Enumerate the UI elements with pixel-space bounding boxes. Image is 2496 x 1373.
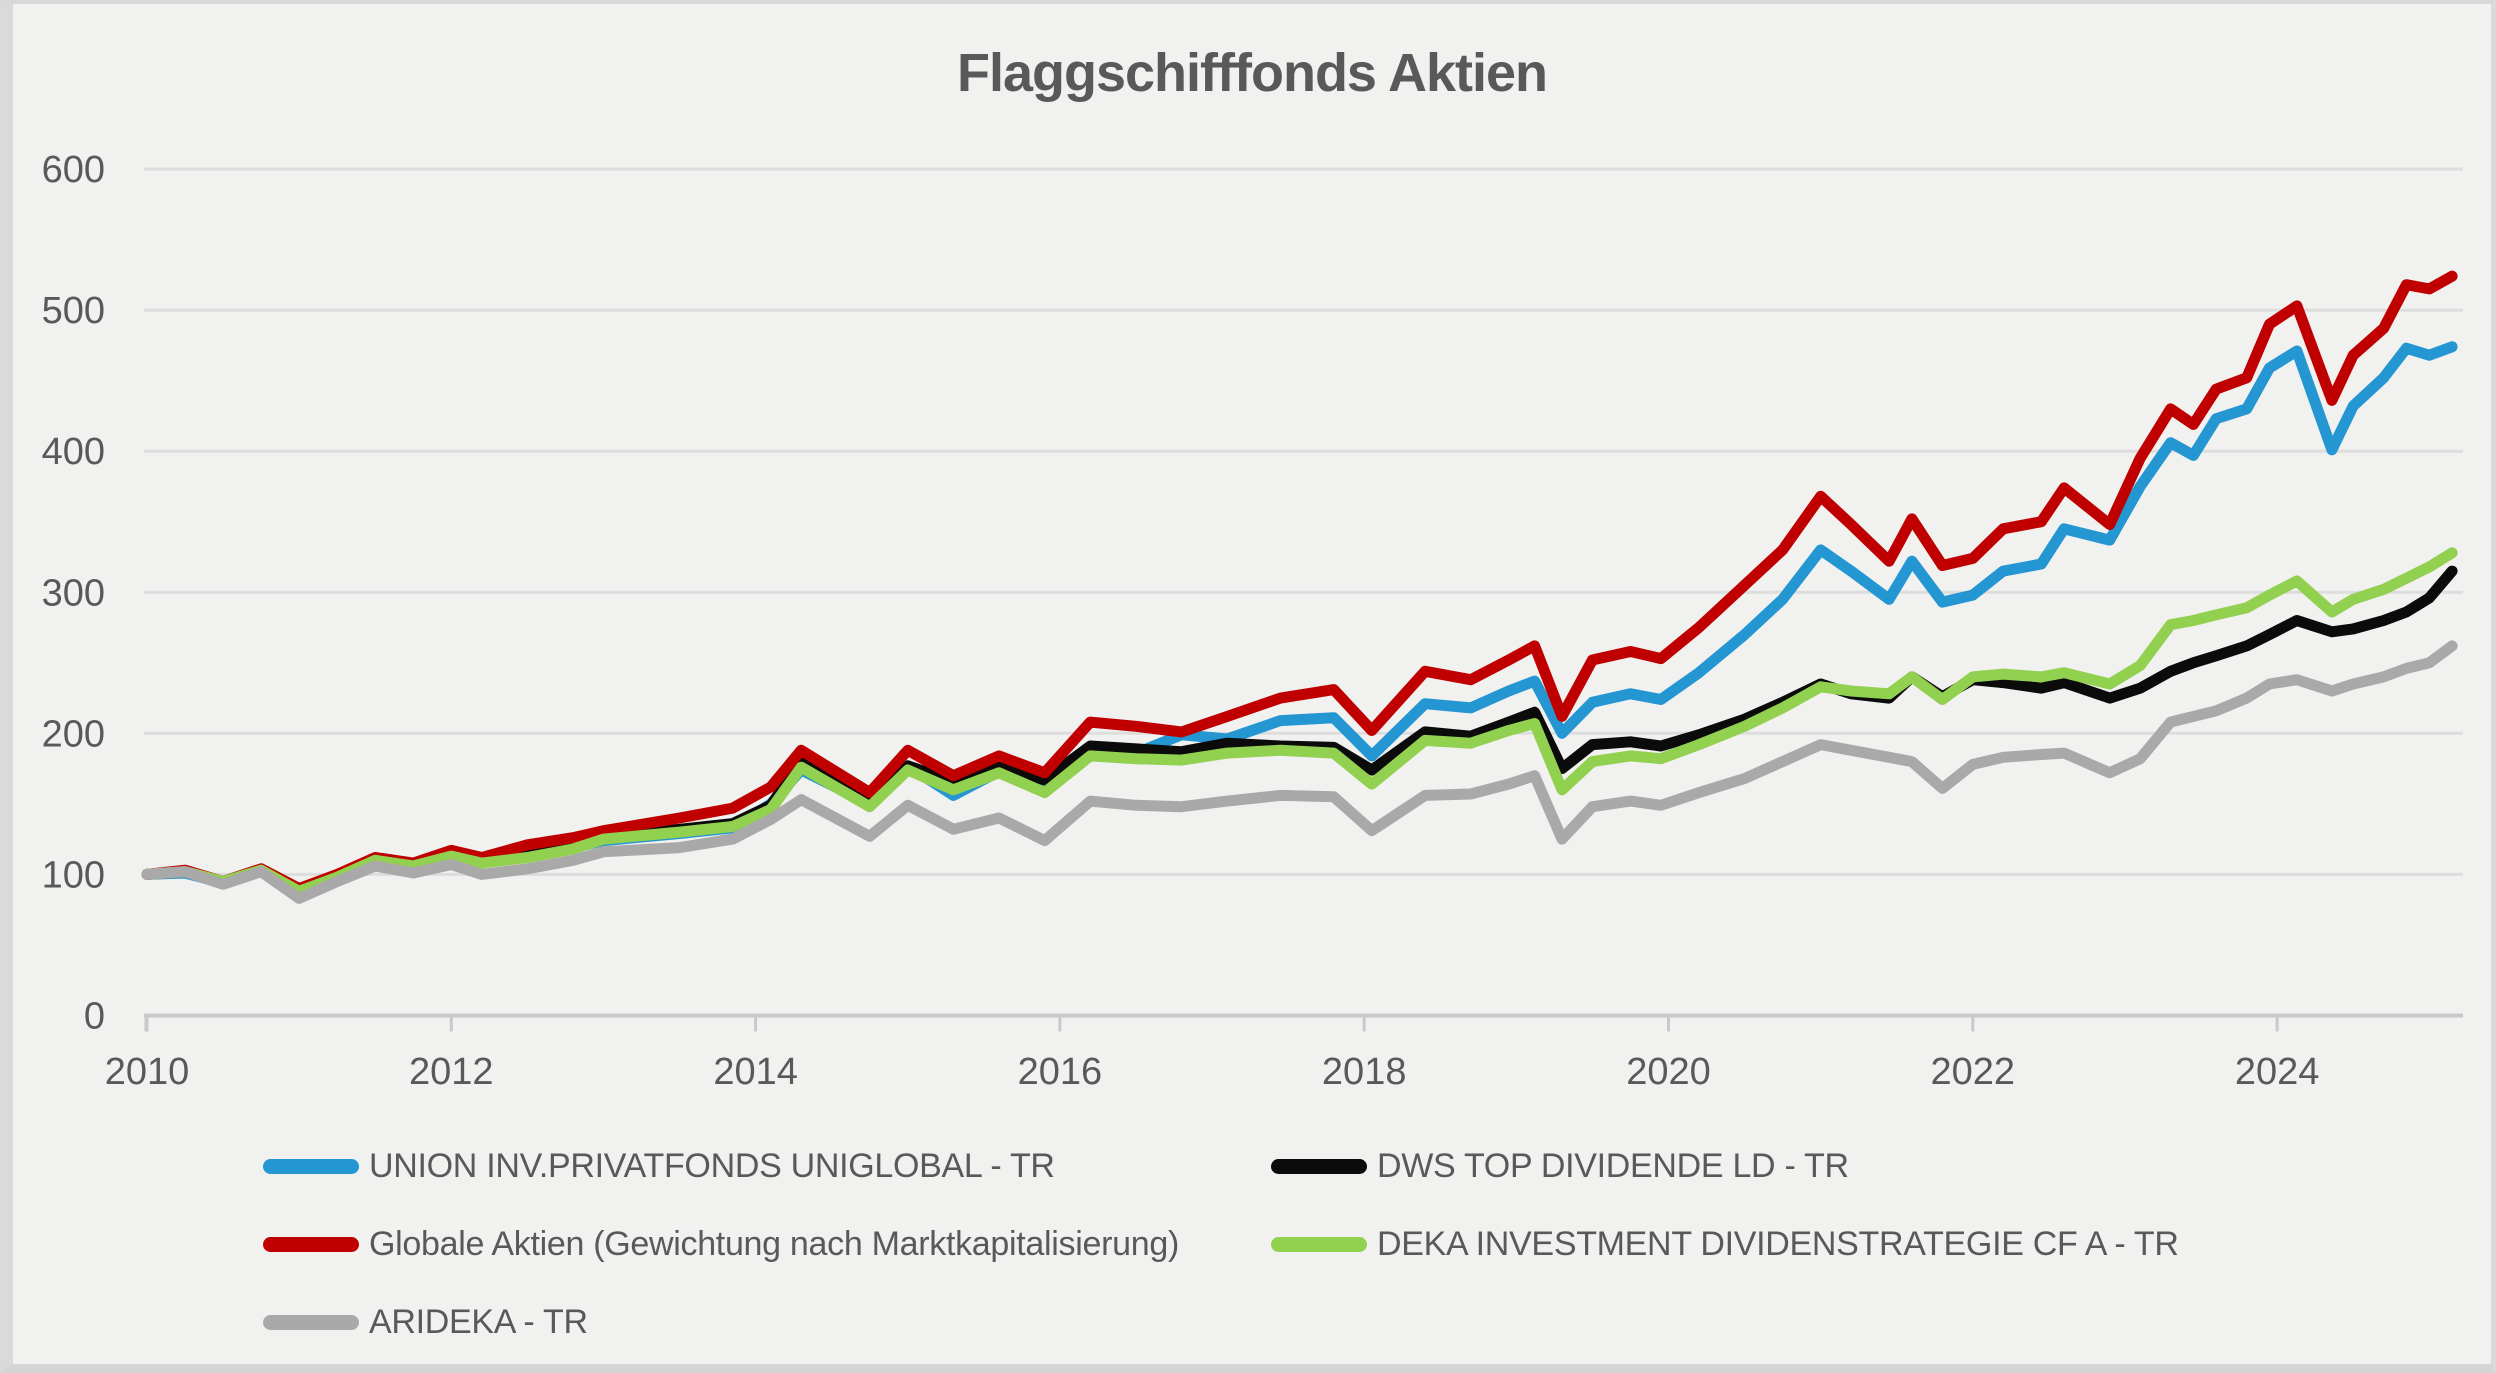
- legend-item-globale-aktien: Globale Aktien (Gewichtung nach Marktkap…: [263, 1222, 1179, 1266]
- legend-item-union-uniglobal: UNION INV.PRIVATFONDS UNIGLOBAL - TR: [263, 1144, 1055, 1188]
- legend-label: DWS TOP DIVIDENDE LD - TR: [1377, 1146, 1849, 1185]
- legend-swatch-red: [263, 1236, 359, 1252]
- legend-item-deka-dividendenstrategie: DEKA INVESTMENT DIVIDENSTRATEGIE CF A - …: [1271, 1222, 2179, 1266]
- legend-item-arideka: ARIDEKA - TR: [263, 1300, 588, 1344]
- legend-swatch-gray: [263, 1314, 359, 1330]
- y-tick-label: 100: [42, 854, 105, 896]
- series-line-black: [141, 565, 2458, 896]
- x-tick-label: 2018: [1322, 1051, 1407, 1093]
- legend-label: UNION INV.PRIVATFONDS UNIGLOBAL - TR: [369, 1146, 1055, 1185]
- y-tick-label: 500: [42, 290, 105, 332]
- y-tick-label: 600: [42, 149, 105, 191]
- series-line-blue: [141, 341, 2458, 897]
- legend-swatch-green: [1271, 1236, 1367, 1252]
- series-line-red: [141, 270, 2458, 894]
- series-line-gray: [141, 640, 2458, 904]
- y-tick-label: 0: [84, 996, 105, 1038]
- x-tick-label: 2014: [713, 1051, 798, 1093]
- legend-item-dws-top-dividende: DWS TOP DIVIDENDE LD - TR: [1271, 1144, 1849, 1188]
- series-line-green: [141, 547, 2458, 897]
- x-tick-label: 2024: [2235, 1051, 2320, 1093]
- legend-swatch-blue: [263, 1158, 359, 1174]
- line-chart: 0 100 200 300 400 500 600 2010 2012 2014 2016 2018 2…: [42, 149, 2463, 1093]
- x-tick-label: 2022: [1931, 1051, 2016, 1093]
- legend-swatch-black: [1271, 1158, 1367, 1174]
- x-tick-label: 2010: [105, 1051, 190, 1093]
- legend-label: DEKA INVESTMENT DIVIDENSTRATEGIE CF A - …: [1377, 1224, 2179, 1263]
- x-tick-label: 2020: [1626, 1051, 1711, 1093]
- y-tick-label: 300: [42, 572, 105, 614]
- legend-label: Globale Aktien (Gewichtung nach Marktkap…: [369, 1224, 1179, 1263]
- chart-title: Flaggschifffonds Aktien: [956, 43, 1548, 103]
- y-tick-label: 400: [42, 431, 105, 473]
- x-tick-label: 2012: [409, 1051, 494, 1093]
- x-tick-label: 2016: [1018, 1051, 1103, 1093]
- y-tick-label: 200: [42, 713, 105, 755]
- legend-label: ARIDEKA - TR: [369, 1302, 588, 1341]
